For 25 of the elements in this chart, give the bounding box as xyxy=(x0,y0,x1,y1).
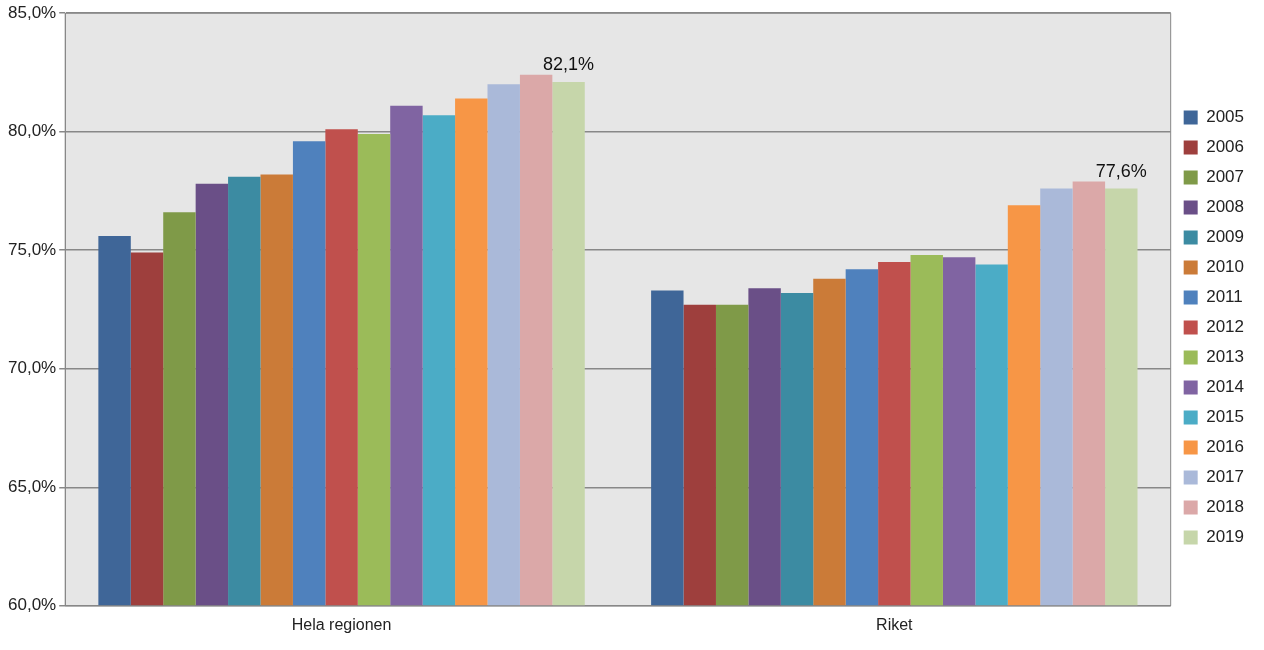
x-tick-label: Hela regionen xyxy=(291,615,392,633)
data-label: 77,6% xyxy=(1095,160,1147,181)
legend-label: 2015 xyxy=(1206,407,1245,427)
legend-label: 2007 xyxy=(1206,167,1245,187)
y-tick-label: 70,0% xyxy=(8,358,57,378)
legend-label: 2006 xyxy=(1206,137,1245,157)
legend-label: 2014 xyxy=(1206,377,1245,397)
legend-label: 2008 xyxy=(1206,197,1245,217)
y-tick-label: 80,0% xyxy=(8,121,57,141)
legend-label: 2013 xyxy=(1206,347,1245,367)
legend-label: 2011 xyxy=(1206,287,1243,307)
y-tick-label: 65,0% xyxy=(8,476,57,496)
data-label: 82,1% xyxy=(543,53,595,74)
y-tick-label: 60,0% xyxy=(8,595,57,615)
y-tick-label: 75,0% xyxy=(8,239,57,259)
x-tick-label: Riket xyxy=(876,615,914,633)
legend-label: 2016 xyxy=(1206,437,1245,457)
legend-label: 2019 xyxy=(1206,527,1245,547)
legend-label: 2010 xyxy=(1206,257,1245,277)
y-tick-label: 85,0% xyxy=(8,2,57,22)
legend-label: 2009 xyxy=(1206,227,1245,247)
legend-label: 2012 xyxy=(1206,317,1245,337)
legend-label: 2005 xyxy=(1206,107,1245,127)
legend-label: 2018 xyxy=(1206,497,1245,517)
legend-label: 2017 xyxy=(1206,467,1245,487)
